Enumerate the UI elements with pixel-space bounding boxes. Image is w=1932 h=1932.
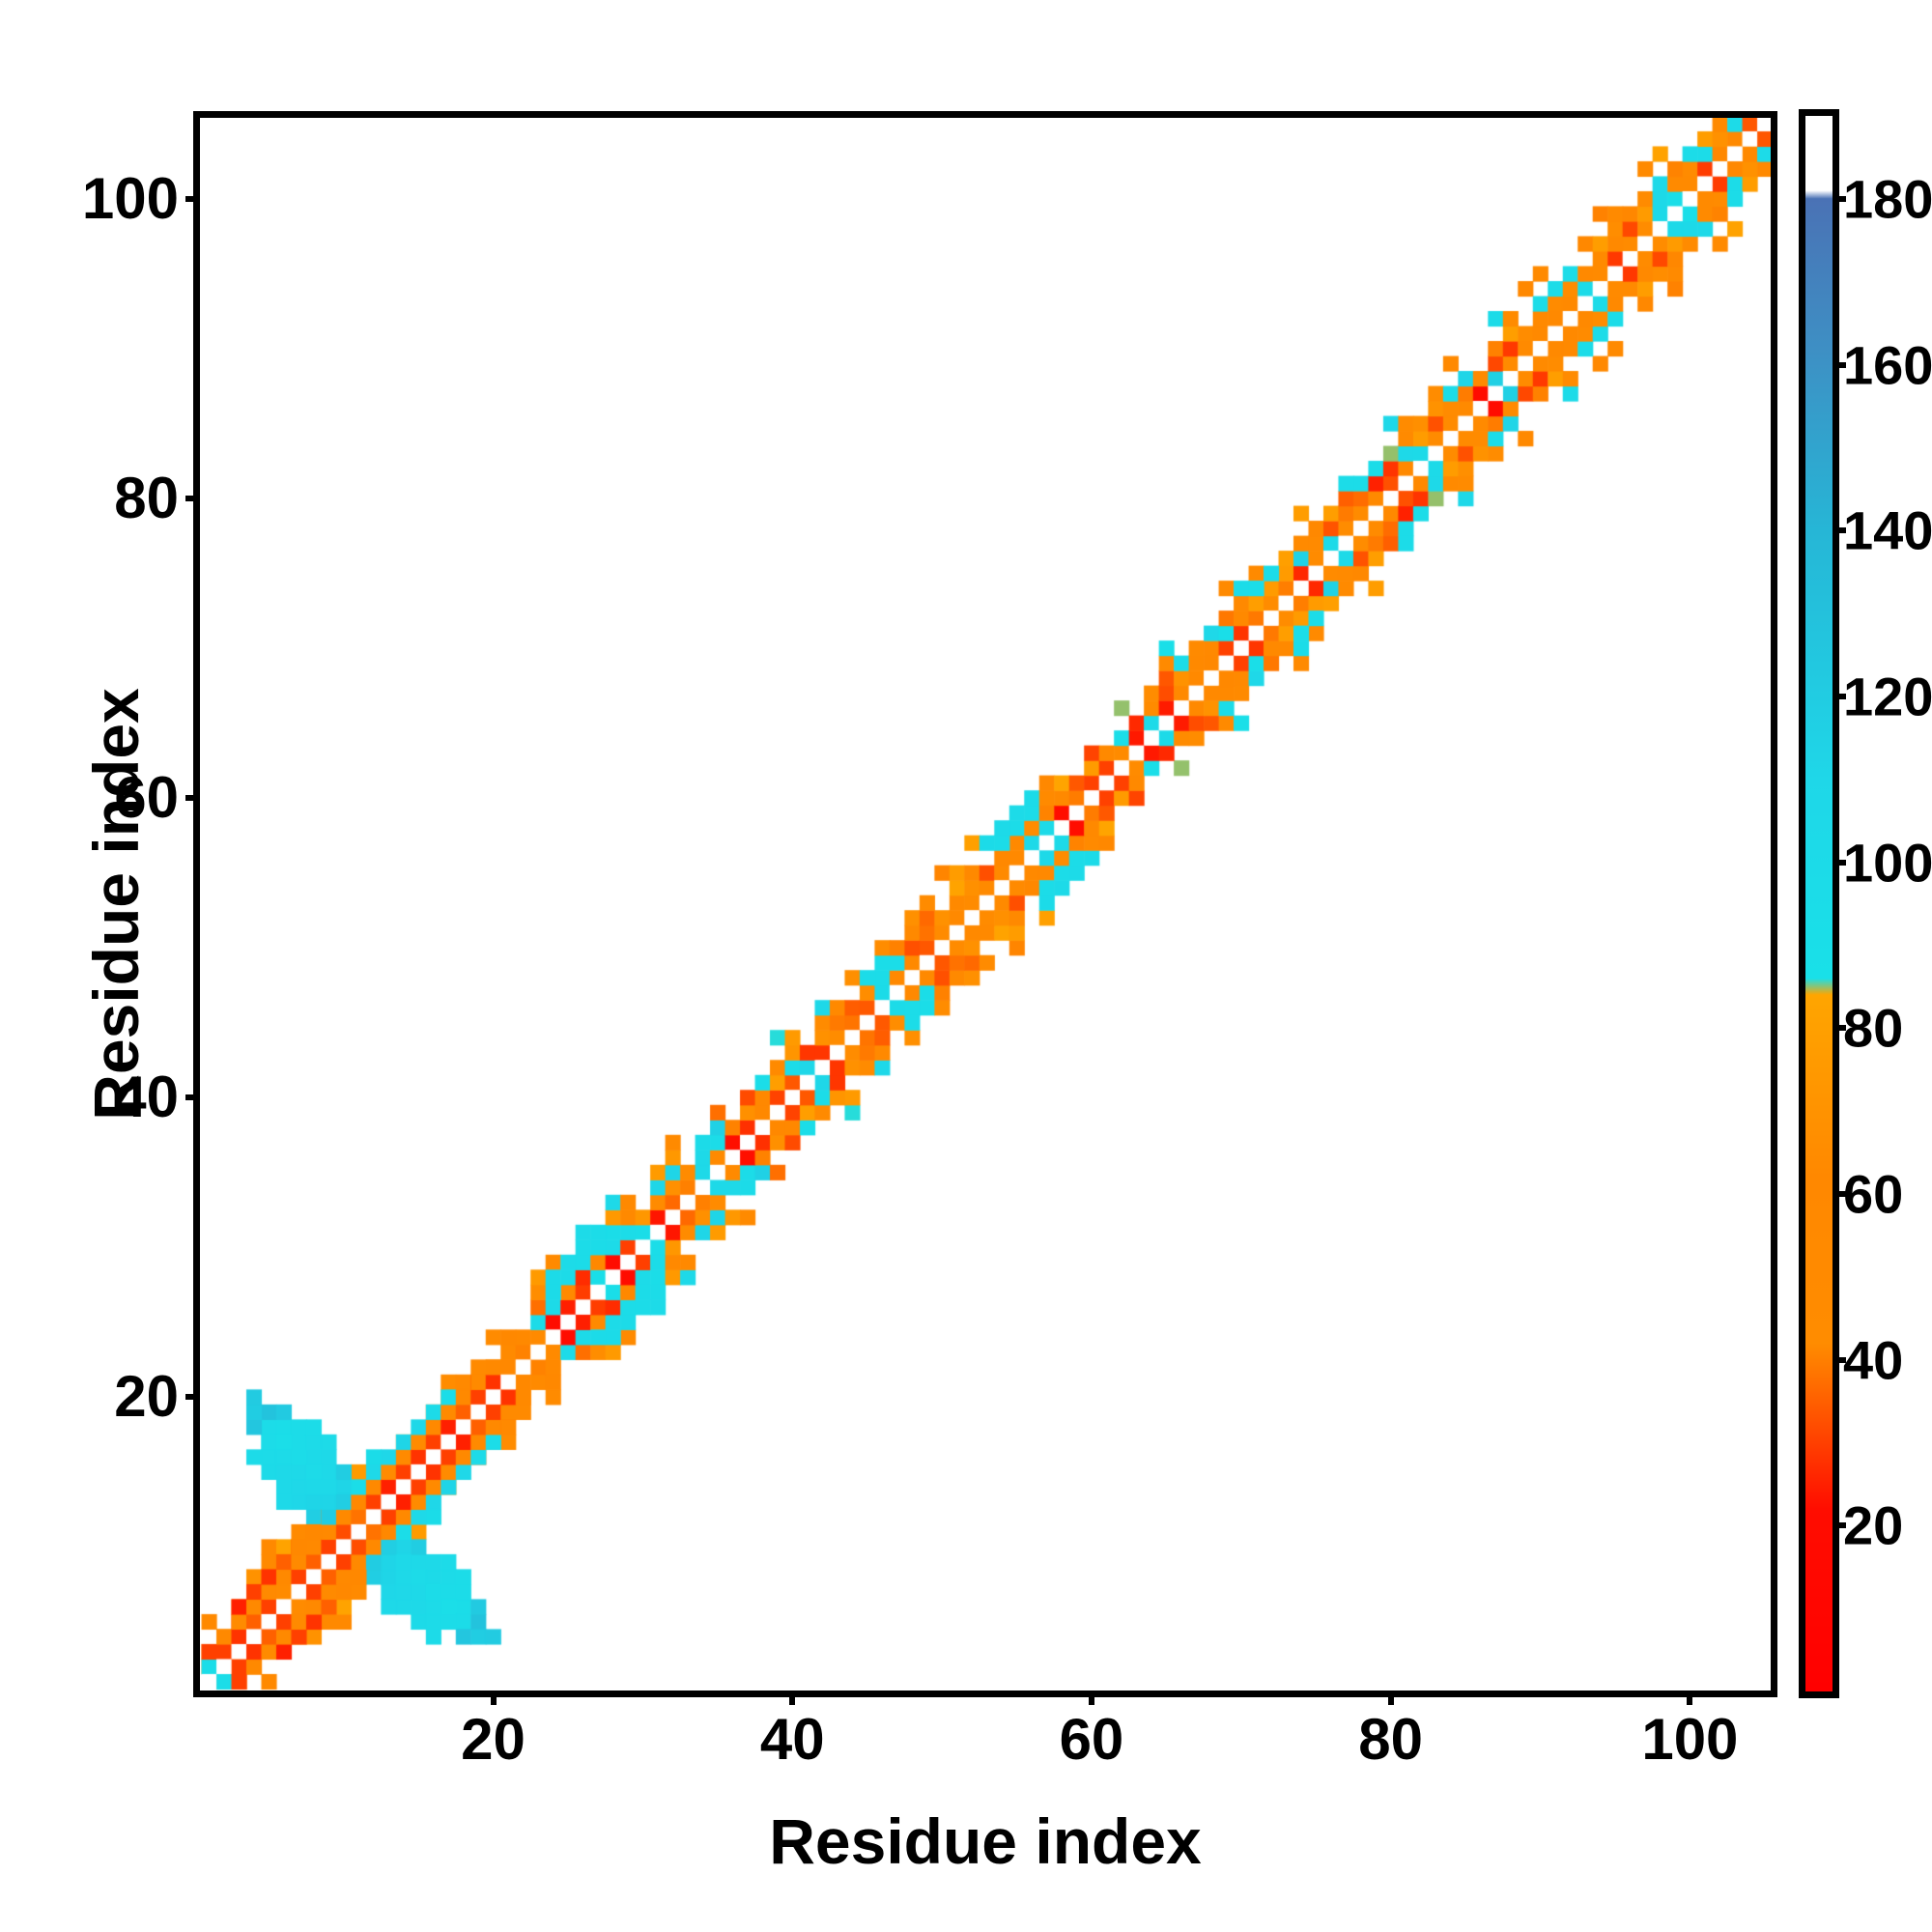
colorbar-tick-label: 20 [1843,1494,1904,1556]
contact-map-plot [193,111,1777,1697]
x-tick-label: 100 [1641,1707,1739,1772]
colorbar-tick-label: 140 [1843,499,1932,561]
y-tick-mark [185,1394,200,1401]
colorbar-tick-mark [1833,361,1846,368]
colorbar-tick-mark [1833,859,1846,866]
colorbar-tick-label: 60 [1843,1163,1904,1225]
x-tick-mark [789,1690,796,1705]
x-axis-title: Residue index [769,1805,1202,1877]
x-tick-mark [1088,1690,1094,1705]
y-tick-label: 80 [114,465,179,530]
colorbar-tick-mark [1833,195,1846,202]
colorbar-gradient [1805,116,1833,1691]
y-tick-label: 60 [114,764,179,830]
y-tick-mark [185,195,200,202]
y-tick-mark [185,495,200,501]
y-tick-mark [185,794,200,801]
x-tick-mark [1687,1690,1693,1705]
colorbar-tick-label: 100 [1843,832,1932,894]
y-tick-label: 100 [81,165,179,231]
colorbar-tick-mark [1833,1190,1846,1197]
colorbar-tick-label: 120 [1843,666,1932,727]
y-tick-label: 40 [114,1065,179,1129]
x-tick-label: 60 [1059,1707,1124,1772]
contact-map-canvas [200,118,1771,1690]
colorbar-tick-mark [1833,1356,1846,1363]
colorbar-tick-label: 40 [1843,1329,1904,1391]
colorbar-tick-mark [1833,527,1846,534]
x-tick-label: 80 [1358,1707,1424,1772]
colorbar-tick-mark [1833,1025,1846,1032]
y-tick-label: 20 [114,1364,179,1430]
x-tick-mark [490,1690,497,1705]
colorbar-tick-label: 160 [1843,334,1932,396]
x-tick-label: 20 [461,1707,526,1772]
y-tick-mark [185,1094,200,1100]
colorbar-tick-label: 180 [1843,168,1932,230]
y-axis-title: Residue index [80,688,152,1121]
colorbar-border [1799,109,1839,1698]
colorbar-tick-mark [1833,693,1846,699]
colorbar [1799,109,1839,1698]
colorbar-tick-mark [1833,1522,1846,1529]
x-tick-mark [1387,1690,1394,1705]
colorbar-tick-label: 80 [1843,997,1904,1059]
x-tick-label: 40 [759,1707,825,1772]
